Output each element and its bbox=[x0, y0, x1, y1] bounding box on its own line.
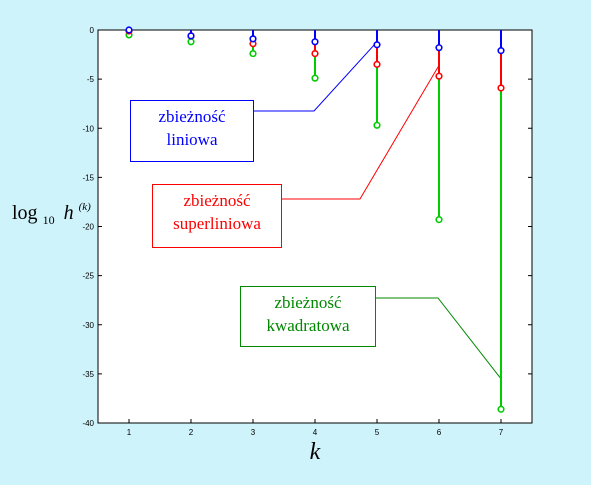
label-superlinear-line1: zbieżność bbox=[183, 191, 251, 210]
label-superlinear-line2: superliniowa bbox=[173, 214, 261, 233]
y-tick-label: -35 bbox=[82, 370, 94, 379]
annotation-connector bbox=[254, 41, 378, 112]
data-point-marker bbox=[311, 74, 319, 82]
label-linear-line1: zbieżność bbox=[158, 107, 226, 126]
data-point-marker bbox=[187, 38, 195, 46]
data-point-marker bbox=[373, 121, 381, 129]
y-tick-label: -30 bbox=[82, 321, 94, 330]
data-point-marker bbox=[497, 405, 505, 413]
y-tick-label: -10 bbox=[82, 124, 94, 133]
y-tick-label: -15 bbox=[82, 173, 94, 182]
data-point-marker bbox=[435, 72, 443, 80]
y-tick-label: 0 bbox=[90, 26, 95, 35]
annotation-connector bbox=[282, 65, 440, 200]
y-axis-title-base: log bbox=[12, 202, 38, 224]
annotation-connectors bbox=[254, 41, 502, 380]
y-axis-title-sub: 10 bbox=[43, 213, 55, 227]
y-axis-title: log 10 h (k) bbox=[12, 201, 91, 229]
y-tick-label: -25 bbox=[82, 272, 94, 281]
data-point-marker bbox=[311, 49, 319, 58]
label-quadratic-line1: zbieżność bbox=[274, 293, 342, 312]
data-point-marker bbox=[311, 38, 319, 46]
annotation-connector bbox=[376, 297, 502, 380]
y-axis-title-var: h bbox=[64, 202, 74, 224]
x-tick-label: 1 bbox=[127, 428, 132, 437]
label-box-quadratic: zbieżność kwadratowa bbox=[240, 286, 376, 347]
x-tick-label: 5 bbox=[375, 428, 380, 437]
x-tick-label: 3 bbox=[251, 428, 256, 437]
y-tick-label: -5 bbox=[87, 75, 95, 84]
data-point-marker bbox=[497, 47, 505, 55]
x-axis-title: k bbox=[310, 439, 321, 465]
data-point-marker bbox=[125, 26, 133, 34]
data-point-marker bbox=[435, 44, 443, 52]
data-point-marker bbox=[435, 216, 443, 224]
x-tick-label: 4 bbox=[313, 428, 318, 437]
data-point-marker bbox=[187, 32, 195, 40]
data-point-marker bbox=[249, 35, 257, 43]
data-marks bbox=[125, 26, 505, 413]
data-point-marker bbox=[497, 84, 505, 92]
label-quadratic-line2: kwadratowa bbox=[266, 316, 350, 335]
data-point-marker bbox=[249, 49, 257, 58]
data-point-marker bbox=[373, 60, 381, 68]
y-axis-title-sup: (k) bbox=[79, 201, 92, 213]
label-box-linear: zbieżność liniowa bbox=[130, 100, 254, 162]
y-tick-label: -20 bbox=[82, 223, 94, 232]
y-tick-label: -40 bbox=[82, 419, 94, 428]
x-tick-label: 7 bbox=[499, 428, 504, 437]
data-point-marker bbox=[373, 41, 381, 49]
label-box-superlinear: zbieżność superliniowa bbox=[152, 184, 282, 248]
x-tick-label: 2 bbox=[189, 428, 194, 437]
x-tick-label: 6 bbox=[437, 428, 442, 437]
label-linear-line2: liniowa bbox=[166, 130, 218, 149]
